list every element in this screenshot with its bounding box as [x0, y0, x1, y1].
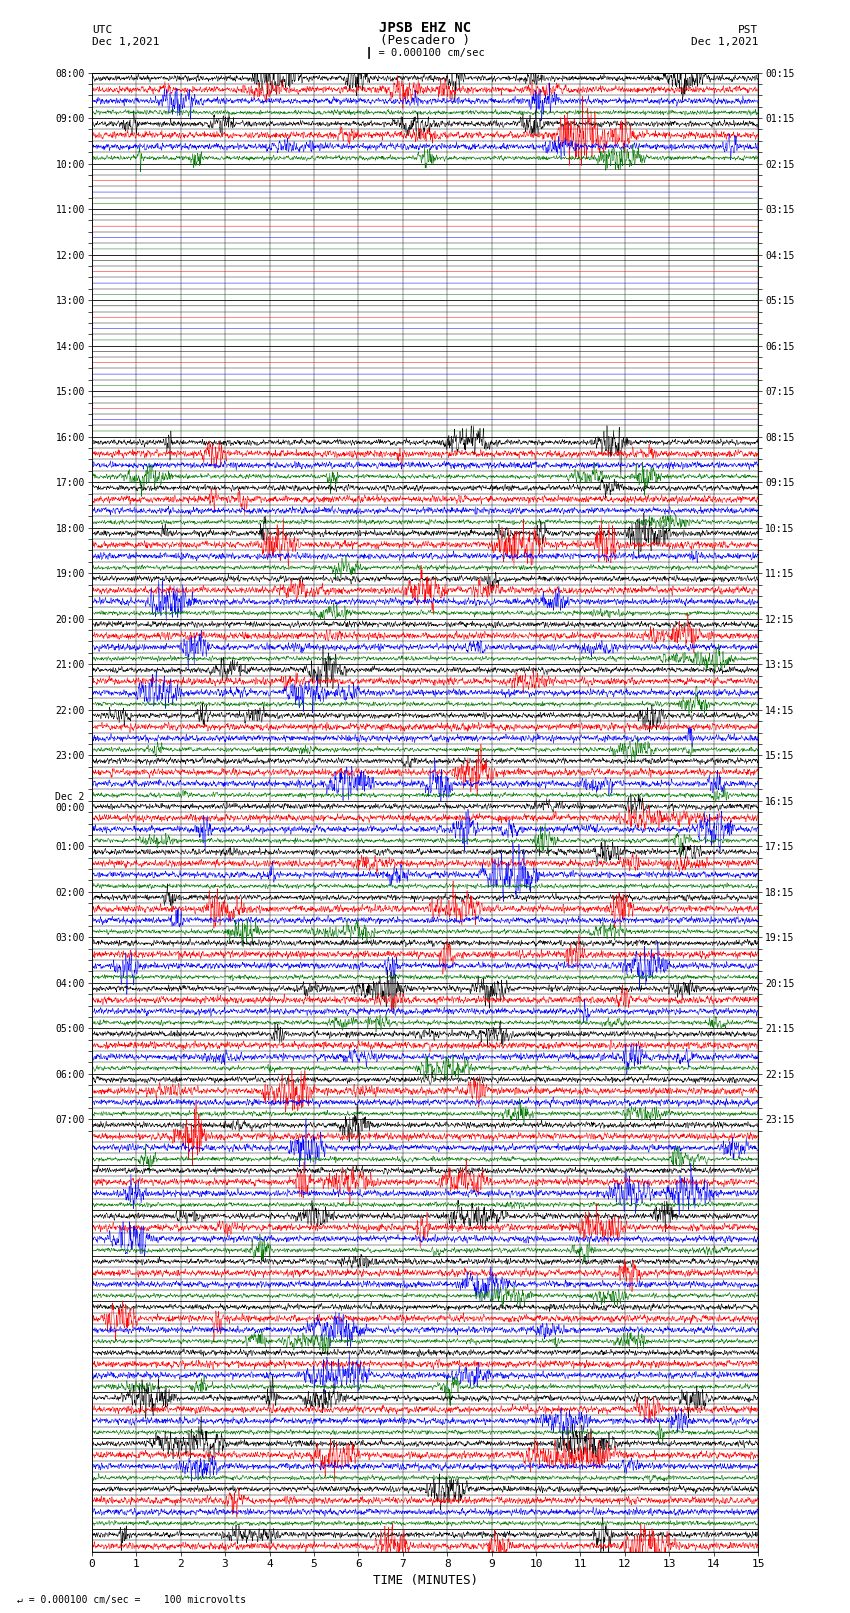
Text: ↵ = 0.000100 cm/sec =    100 microvolts: ↵ = 0.000100 cm/sec = 100 microvolts: [17, 1595, 246, 1605]
Text: UTC: UTC: [92, 24, 112, 35]
Text: Dec 1,2021: Dec 1,2021: [92, 37, 159, 47]
Text: Dec 1,2021: Dec 1,2021: [691, 37, 758, 47]
X-axis label: TIME (MINUTES): TIME (MINUTES): [372, 1574, 478, 1587]
Text: (Pescadero ): (Pescadero ): [380, 34, 470, 47]
Text: JPSB EHZ NC: JPSB EHZ NC: [379, 21, 471, 35]
Text: ┃ = 0.000100 cm/sec: ┃ = 0.000100 cm/sec: [366, 47, 484, 58]
Text: PST: PST: [738, 24, 758, 35]
